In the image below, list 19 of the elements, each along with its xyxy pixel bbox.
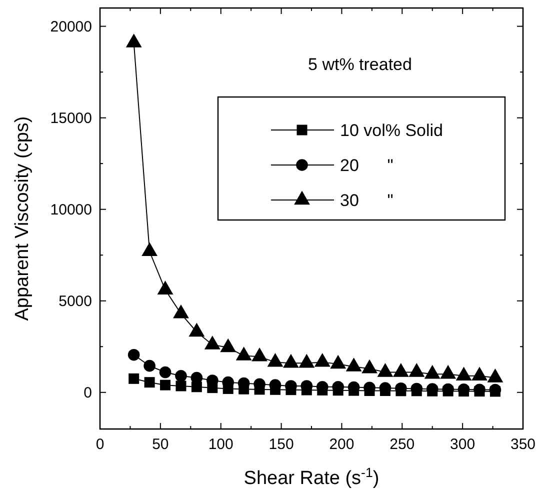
x-tick-label: 50 — [152, 436, 169, 453]
x-tick-label: 0 — [96, 436, 104, 453]
y-tick-label: 10000 — [50, 201, 92, 218]
legend-label: 20 " — [340, 156, 394, 175]
x-tick-label: 250 — [390, 436, 415, 453]
y-axis-title: Apparent Viscosity (cps) — [12, 116, 33, 321]
y-tick-label: 5000 — [58, 292, 92, 310]
x-tick-label: 350 — [510, 436, 536, 453]
annotation: 5 wt% treated — [308, 55, 412, 74]
x-axis-title: Shear Rate (s$^{-1}$) — [244, 464, 380, 489]
y-tick-label: 15000 — [50, 110, 92, 127]
y-tick-label: 20000 — [50, 18, 92, 36]
x-tick-label: 100 — [208, 436, 234, 453]
legend-label: 30 " — [340, 191, 394, 210]
legend-label: 10 vol% Solid — [340, 121, 444, 140]
x-tick-label: 300 — [450, 436, 476, 453]
y-tick-label: 0 — [84, 384, 92, 402]
x-tick-label: 150 — [268, 436, 294, 453]
x-tick-label: 200 — [329, 436, 354, 453]
